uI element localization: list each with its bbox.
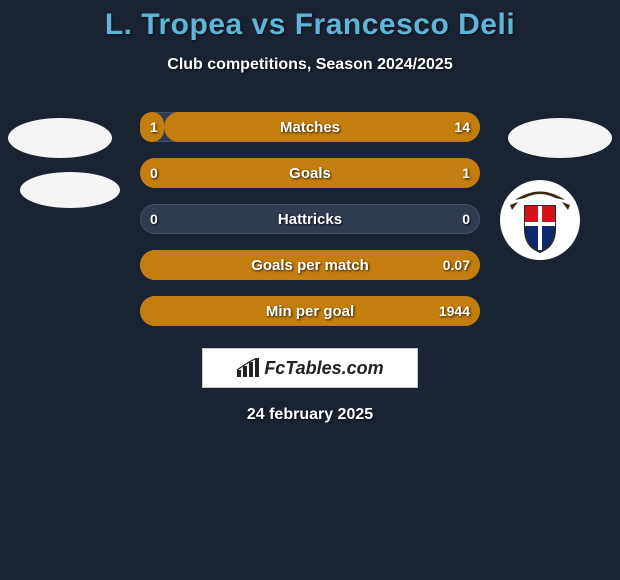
brand-label: FcTables.com [264, 358, 383, 379]
page-title: L. Tropea vs Francesco Deli [0, 8, 620, 42]
date-label: 24 february 2025 [0, 406, 620, 424]
fctables-badge[interactable]: FcTables.com [202, 348, 418, 388]
comparison-card: L. Tropea vs Francesco Deli Club competi… [0, 0, 620, 580]
club-right-crest [500, 180, 580, 260]
stat-row: 114Matches [140, 112, 480, 142]
stat-label: Goals per match [140, 250, 480, 280]
player-right-avatar-placeholder [508, 118, 612, 158]
casertana-crest-icon [500, 180, 580, 260]
subtitle: Club competitions, Season 2024/2025 [0, 56, 620, 74]
stat-label: Hattricks [140, 204, 480, 234]
stat-row: 0.07Goals per match [140, 250, 480, 280]
stat-row: 00Hattricks [140, 204, 480, 234]
player-left-avatar-placeholder [8, 118, 112, 158]
stat-row: 01Goals [140, 158, 480, 188]
stat-row: 1944Min per goal [140, 296, 480, 326]
stat-label: Matches [140, 112, 480, 142]
brand-row: FcTables.com [0, 348, 620, 388]
bar-chart-icon [236, 358, 260, 378]
stat-label: Goals [140, 158, 480, 188]
club-left-avatar-placeholder [20, 172, 120, 208]
stat-label: Min per goal [140, 296, 480, 326]
